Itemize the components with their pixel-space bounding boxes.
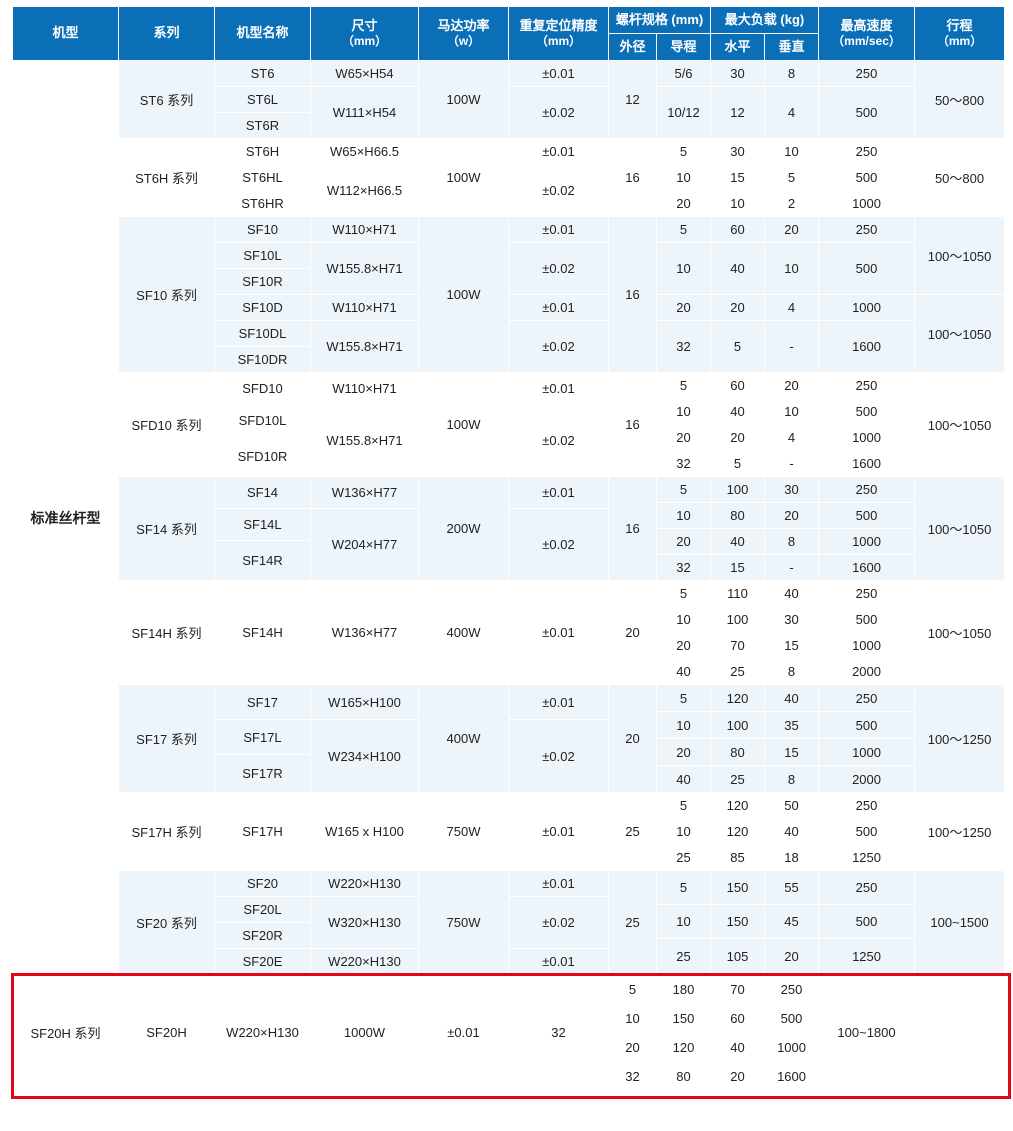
table-row: ST6H 系列 ST6H W65×H66.5 100W ±0.01 16 5 3…: [13, 139, 1005, 165]
th-od: 外径: [609, 34, 657, 61]
th-dim: 尺寸（mm）: [311, 7, 419, 61]
th-model-name: 机型名称: [215, 7, 311, 61]
th-vertical: 垂直: [765, 34, 819, 61]
th-series: 系列: [119, 7, 215, 61]
table-row: SFD10 系列 SFD10 W110×H71 100W ±0.01 16 5 …: [13, 373, 1005, 382]
table-wrapper: { "header": { "c1": "机型", "c2": "系列", "c…: [0, 0, 1013, 1131]
th-travel: 行程（mm）: [915, 7, 1005, 61]
series-cell: SFD10 系列: [119, 373, 215, 477]
th-lead: 导程: [657, 34, 711, 61]
header-row-1: 机型 系列 机型名称 尺寸（mm） 马达功率（w） 重复定位精度（mm） 螺杆规…: [13, 7, 1005, 34]
series-cell: SF10 系列: [119, 217, 215, 373]
series-cell: SF14H 系列: [119, 581, 215, 685]
series-cell: SF20H 系列: [13, 975, 119, 1091]
series-cell: ST6 系列: [119, 61, 215, 139]
th-power: 马达功率（w）: [419, 7, 509, 61]
series-cell: SF20 系列: [119, 871, 215, 975]
series-cell: SF17 系列: [119, 685, 215, 793]
series-cell: SF14 系列: [119, 477, 215, 581]
th-load-group: 最大负载 (kg): [711, 7, 819, 34]
th-horizontal: 水平: [711, 34, 765, 61]
th-screw-group: 螺杆规格 (mm): [609, 7, 711, 34]
series-cell: ST6H 系列: [119, 139, 215, 217]
series-cell: SF17H 系列: [119, 793, 215, 871]
category-cell: 标准丝杆型: [13, 61, 119, 975]
th-accuracy: 重复定位精度（mm）: [509, 7, 609, 61]
th-machine-type: 机型: [13, 7, 119, 61]
spec-table: 机型 系列 机型名称 尺寸（mm） 马达功率（w） 重复定位精度（mm） 螺杆规…: [12, 6, 1005, 1091]
th-speed: 最高速度（mm/sec）: [819, 7, 915, 61]
